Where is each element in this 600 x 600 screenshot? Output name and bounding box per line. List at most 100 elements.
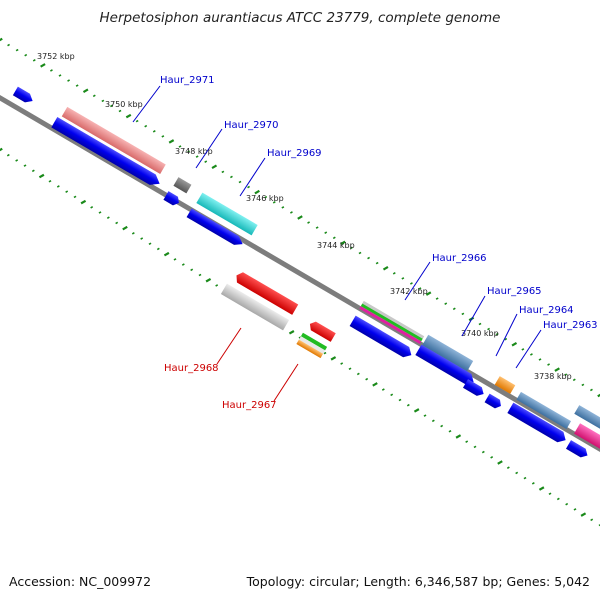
gene-block-haur-2967 (300, 332, 328, 351)
minor-tick-dot (247, 185, 251, 189)
minor-tick-dot (152, 129, 156, 133)
cds-arrow (236, 272, 299, 315)
leader-haur-2968 (216, 327, 242, 365)
leader-haur-2966 (404, 261, 431, 301)
minor-tick-dot (506, 466, 510, 469)
leader-haur-2965 (461, 295, 486, 337)
minor-tick-dot (423, 414, 427, 417)
major-tick-dot (497, 460, 503, 465)
gene-label-haur-2963[interactable]: Haur_2963 (543, 320, 598, 331)
minor-tick-dot (109, 104, 113, 108)
minor-tick-dot (229, 175, 233, 179)
major-tick-dot (382, 265, 389, 271)
cds-arrow (415, 344, 474, 385)
leader-haur-2964 (495, 313, 518, 357)
minor-tick-dot (24, 53, 28, 57)
minor-tick-dot (272, 200, 276, 204)
minor-tick-dot (90, 206, 94, 209)
minor-tick-dot (178, 145, 182, 148)
major-tick-dot (40, 63, 46, 68)
minor-tick-dot (49, 69, 53, 72)
gene-label-haur-2970[interactable]: Haur_2970 (224, 120, 279, 131)
map-title: Herpetosiphon aurantiacus ATCC 23779, co… (99, 10, 501, 26)
major-tick-dot (211, 164, 218, 170)
gene-label-haur-2969[interactable]: Haur_2969 (267, 148, 322, 159)
minor-tick-dot (590, 518, 594, 522)
gene-block (574, 405, 600, 429)
minor-tick-dot (504, 337, 508, 341)
tick-label: 3746 kbp (246, 194, 284, 203)
cds-arrow (462, 379, 484, 396)
major-tick-dot (372, 382, 378, 387)
minor-tick-dot (31, 169, 35, 173)
minor-tick-dot (48, 179, 52, 183)
minor-tick-dot (589, 388, 593, 392)
minor-tick-dot (181, 263, 185, 266)
minor-tick-dot (15, 48, 19, 52)
minor-tick-dot (56, 185, 60, 188)
minor-tick-dot (490, 456, 494, 459)
tick-label: 3748 kbp (175, 147, 213, 156)
minor-tick-dot (92, 94, 96, 98)
minor-tick-dot (140, 237, 144, 240)
major-tick-dot (0, 37, 3, 42)
cds-arrow (565, 440, 588, 458)
gene-label-haur-2965[interactable]: Haur_2965 (487, 286, 542, 297)
gene-label-haur-2964[interactable]: Haur_2964 (519, 305, 574, 316)
minor-tick-dot (367, 256, 371, 260)
minor-tick-dot (215, 284, 219, 287)
reverse-features (220, 272, 336, 359)
tick-label: 3742 kbp (390, 287, 428, 296)
minor-tick-dot (349, 246, 353, 250)
minor-tick-dot (195, 155, 199, 158)
gene-label-haur-2968[interactable]: Haur_2968 (164, 363, 219, 374)
minor-tick-dot (238, 180, 242, 184)
tick-label: 3750 kbp (105, 100, 143, 109)
minor-tick-dot (58, 74, 62, 77)
label-leaders (132, 85, 542, 402)
gene-block (298, 336, 326, 354)
minor-tick-dot (75, 84, 79, 87)
minor-tick-dot (65, 190, 69, 193)
minor-tick-dot (481, 450, 485, 454)
gene-label-haur-2967[interactable]: Haur_2967 (222, 400, 277, 411)
cds-arrow (484, 393, 501, 409)
major-tick-dot (597, 393, 600, 398)
minor-tick-dot (406, 403, 410, 407)
major-tick-dot (580, 512, 587, 517)
cds-arrow (309, 321, 336, 342)
major-tick-dot (511, 342, 518, 347)
gene-label-haur-2966[interactable]: Haur_2966 (432, 253, 487, 264)
tick-label: 3740 kbp (461, 329, 499, 338)
inner-scale-dots (0, 147, 600, 527)
gene-block (574, 423, 600, 449)
minor-tick-dot (409, 282, 413, 285)
minor-tick-dot (538, 358, 542, 361)
major-tick-dot (80, 199, 87, 205)
minor-tick-dot (356, 372, 360, 376)
minor-tick-dot (348, 367, 352, 371)
gene-block-haur-2963 (516, 391, 572, 429)
minor-tick-dot (358, 251, 362, 255)
minor-tick-dot (581, 383, 585, 387)
outer-scale-dots (0, 37, 600, 398)
minor-tick-dot (340, 362, 344, 365)
forward-features (12, 86, 600, 458)
minor-tick-dot (548, 492, 552, 496)
minor-tick-dot (281, 206, 285, 209)
gene-label-haur-2971[interactable]: Haur_2971 (160, 75, 215, 86)
major-tick-dot (205, 277, 212, 283)
major-tick-dot (168, 139, 175, 144)
minor-tick-dot (572, 378, 576, 382)
minor-tick-dot (323, 351, 327, 355)
topology-summary: Topology: circular; Length: 6,346,587 bp… (246, 574, 590, 589)
major-tick-dot (455, 434, 462, 439)
tick-label: 3752 kbp (37, 52, 75, 61)
major-tick-dot (425, 291, 432, 296)
minor-tick-dot (173, 258, 177, 261)
minor-tick-dot (73, 195, 77, 199)
tick-labels: 3752 kbp 3750 kbp 3748 kbp 3746 kbp 3744… (37, 52, 572, 381)
minor-tick-dot (573, 508, 577, 511)
major-tick-dot (125, 113, 132, 119)
cds-arrow (163, 191, 179, 206)
